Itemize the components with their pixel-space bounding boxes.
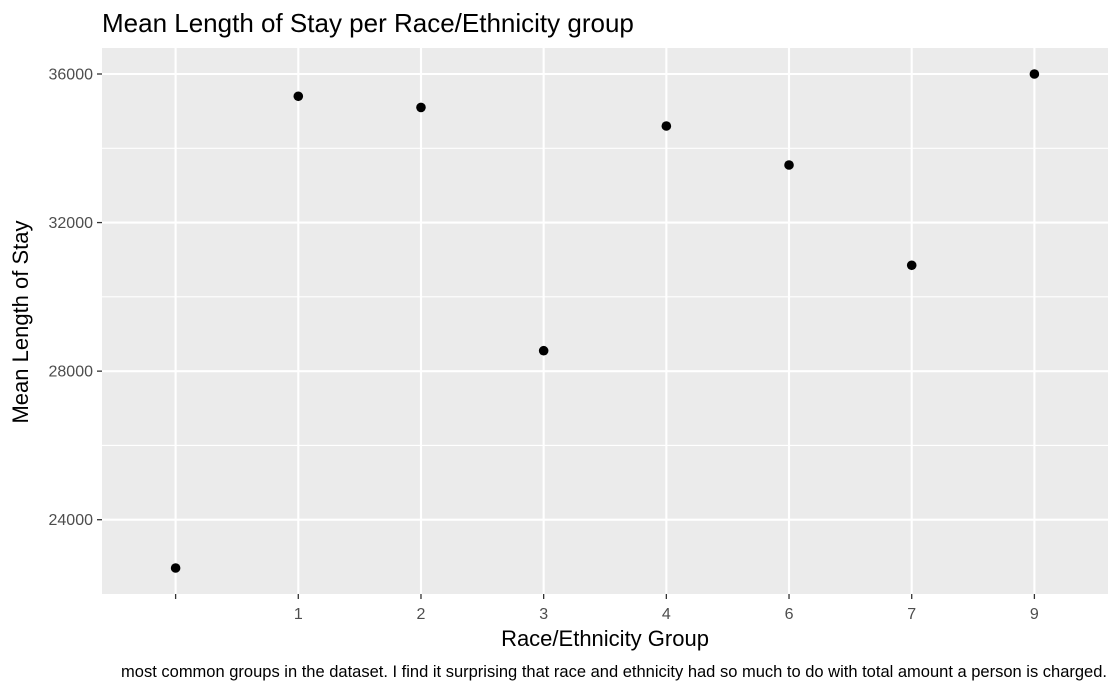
x-tick-label: 2	[417, 606, 426, 623]
y-tick-label: 32000	[49, 215, 94, 232]
x-axis: 1 2 3 4 6 7 9	[174, 594, 1039, 623]
data-point	[906, 260, 917, 271]
x-tick-label: 1	[294, 606, 303, 623]
major-gridlines	[102, 48, 1108, 594]
x-tick-label: 7	[907, 606, 916, 623]
y-axis-title: Mean Length of Stay	[8, 220, 33, 423]
data-point	[170, 563, 181, 573]
x-tick-label: 3	[539, 606, 548, 623]
chart-title: Mean Length of Stay per Race/Ethnicity g…	[102, 8, 634, 38]
x-tick-label: 9	[1030, 606, 1039, 623]
y-tick-label: 36000	[49, 67, 94, 84]
data-point	[538, 345, 549, 356]
chart-caption: most common groups in the dataset. I fin…	[121, 663, 1107, 681]
y-tick-label: 28000	[49, 364, 94, 381]
x-axis-title: Race/Ethnicity Group	[501, 626, 709, 651]
data-point	[661, 121, 672, 131]
data-point	[293, 91, 304, 102]
plot-panel	[102, 48, 1108, 594]
y-tick-label: 24000	[49, 512, 94, 529]
data-point	[416, 102, 426, 113]
x-tick-label: 4	[662, 606, 671, 623]
minor-gridlines	[102, 147, 1108, 446]
data-point	[1029, 69, 1040, 79]
x-tick-label: 6	[785, 606, 794, 623]
data-points	[170, 69, 1040, 573]
data-point	[784, 160, 794, 170]
y-axis: 24000 28000 32000 36000	[49, 67, 102, 529]
